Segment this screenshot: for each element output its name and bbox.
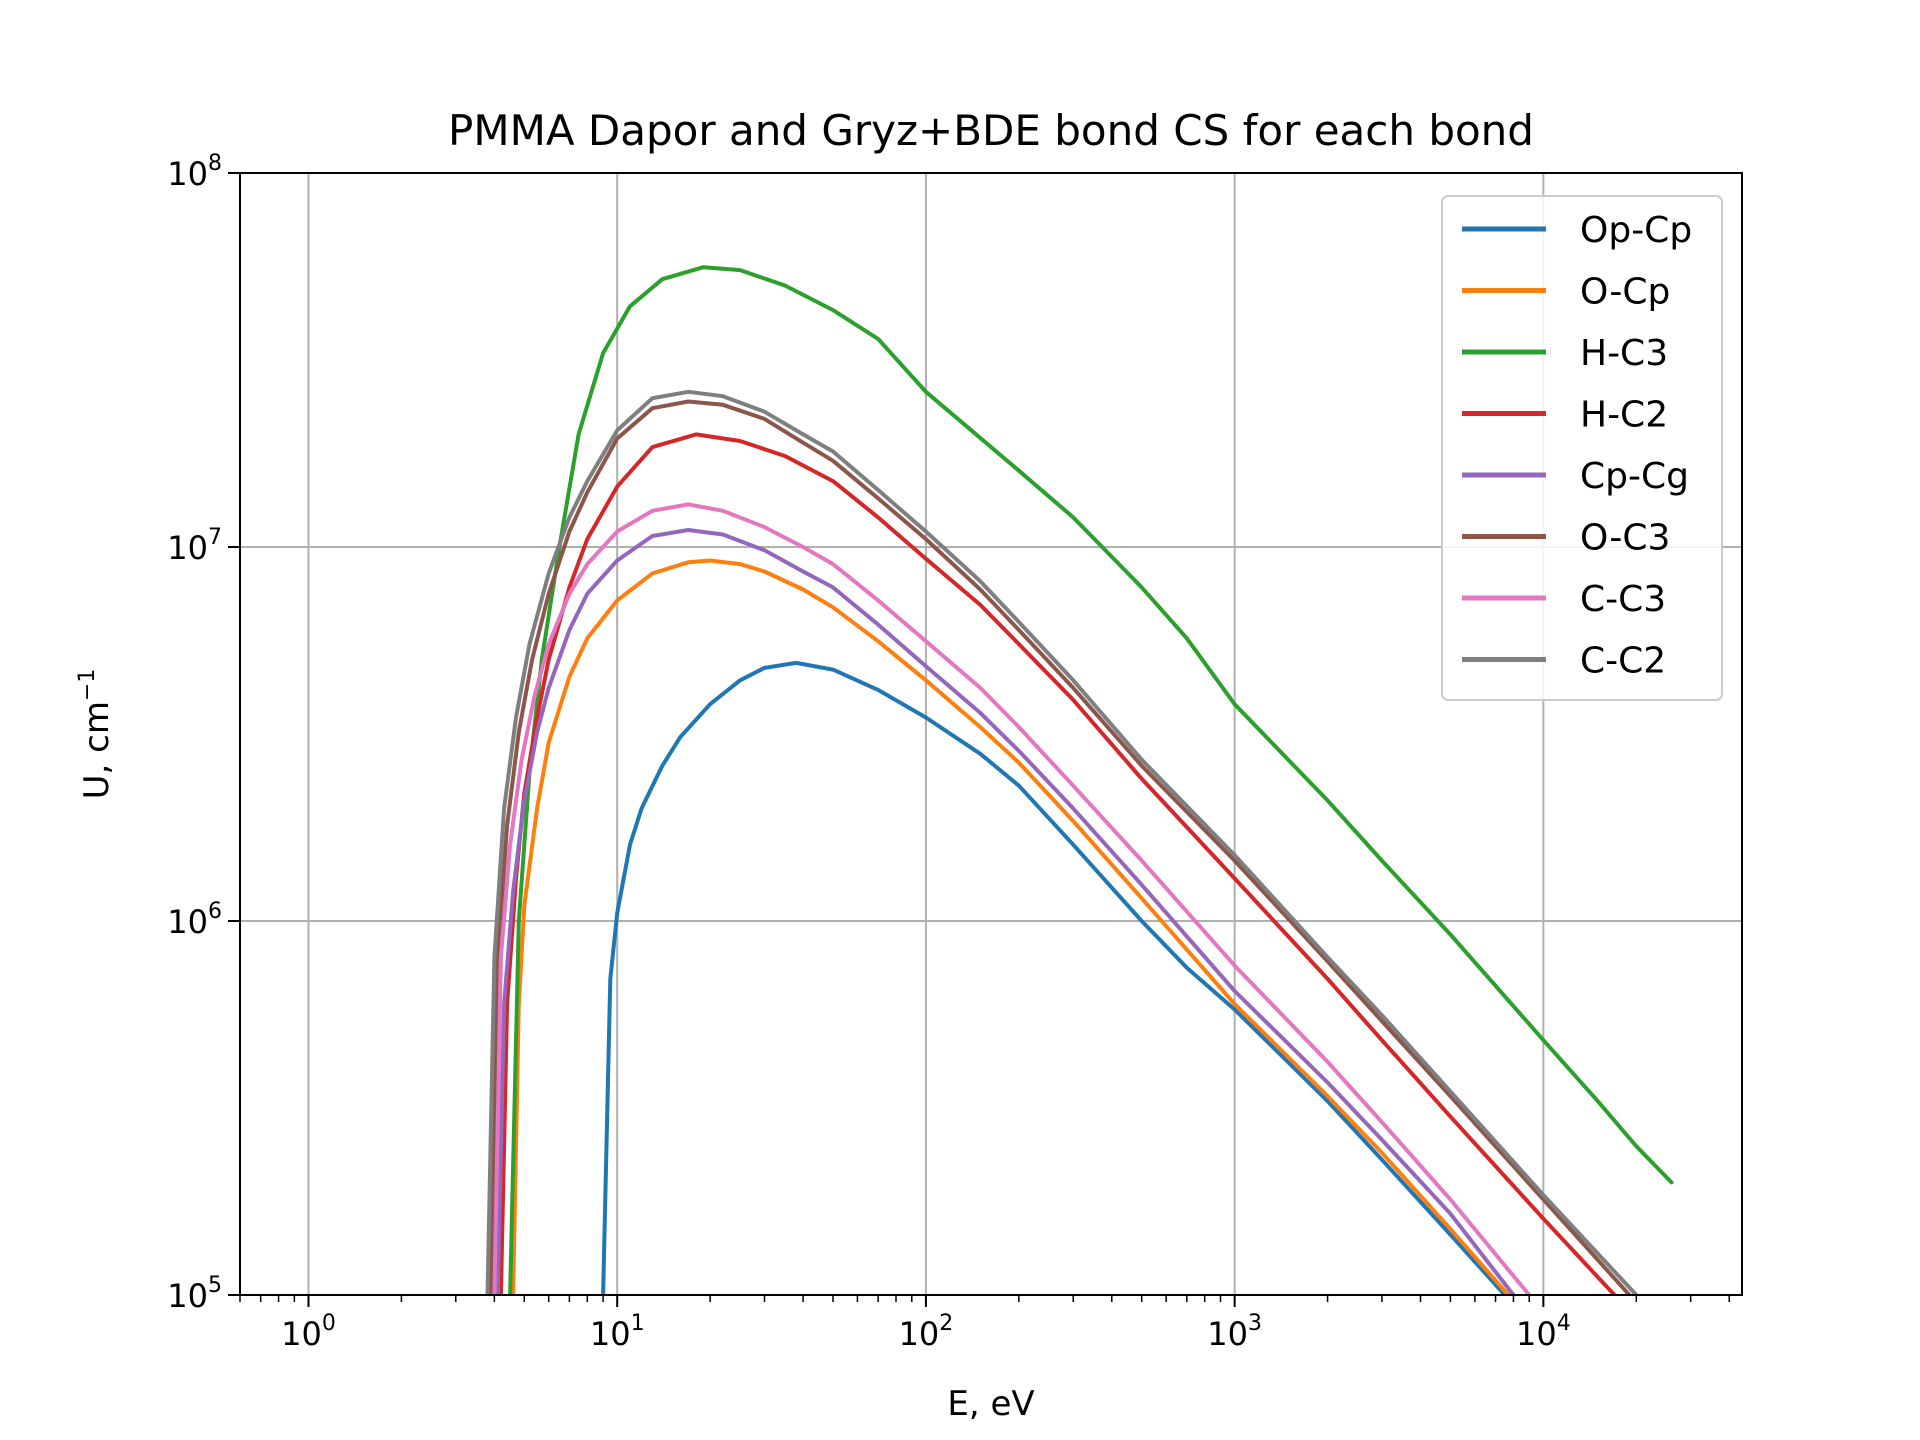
series-layer: [485, 265, 1674, 1295]
x-tick-label-exponent: 3: [1248, 1311, 1262, 1336]
y-tick-label-base: 10: [167, 903, 208, 941]
legend-label-c-c3: C-C3: [1580, 579, 1666, 620]
legend: Op-Cp O-Cp H-C3 H-C2 Cp-Cg O-C3 C-C3 C-C2: [1441, 195, 1723, 701]
legend-label-h-c3: H-C3: [1580, 333, 1668, 374]
y-tick-label-exponent: 5: [208, 1273, 222, 1298]
legend-label-c-c2: C-C2: [1580, 641, 1666, 682]
legend-label-op-cp: Op-Cp: [1580, 210, 1692, 251]
series-line-c-c3: [492, 502, 1532, 1295]
legend-label-o-cp: O-Cp: [1580, 272, 1670, 313]
x-tick-label-base: 10: [590, 1315, 631, 1353]
legend-label-cp-cg: Cp-Cg: [1580, 456, 1689, 497]
y-tick-label: 105: [167, 1273, 222, 1315]
y-tick-label-exponent: 6: [208, 899, 222, 924]
y-tick-label-base: 10: [167, 1277, 208, 1315]
legend-box: [1441, 195, 1723, 701]
series-line-h-c3: [508, 265, 1674, 1295]
legend-label-h-c2: H-C2: [1580, 395, 1668, 436]
y-axis-label-base: U, cm: [77, 701, 117, 799]
x-tick-label-base: 10: [281, 1315, 322, 1353]
x-tick-label-base: 10: [1516, 1315, 1557, 1353]
x-tick-label: 100: [281, 1311, 336, 1353]
x-tick-label-exponent: 4: [1557, 1311, 1571, 1336]
x-tick-label: 101: [590, 1311, 645, 1353]
x-tick-label: 104: [1516, 1311, 1571, 1353]
series-line-op-cp: [601, 660, 1507, 1295]
series-line-h-c2: [498, 432, 1617, 1295]
series-line-c-c2: [485, 389, 1639, 1295]
y-tick-label-base: 10: [167, 155, 208, 193]
chart-title: PMMA Dapor and Gryz+BDE bond CS for each…: [448, 106, 1534, 155]
x-tick-label-base: 10: [899, 1315, 940, 1353]
series-line-o-cp: [511, 558, 1511, 1295]
y-tick-label-exponent: 8: [208, 151, 222, 176]
y-tick-label-exponent: 7: [208, 525, 222, 550]
series-line-cp-cg: [495, 528, 1516, 1295]
y-axis-label: U, cm−1: [75, 669, 117, 800]
x-tick-label: 103: [1207, 1311, 1262, 1353]
x-tick-label-exponent: 2: [939, 1311, 953, 1336]
x-tick-label-base: 10: [1207, 1315, 1248, 1353]
x-tick-label: 102: [899, 1311, 954, 1353]
y-tick-label: 107: [167, 525, 222, 567]
y-tick-label: 108: [167, 151, 222, 193]
y-axis-label-exponent: −1: [75, 669, 100, 701]
y-tick-label: 106: [167, 899, 222, 941]
plot-frame: [239, 172, 1743, 1296]
x-tick-label-exponent: 0: [322, 1311, 336, 1336]
y-tick-label-base: 10: [167, 529, 208, 567]
series-line-o-c3: [489, 399, 1632, 1295]
x-tick-label-exponent: 1: [631, 1311, 645, 1336]
x-axis-label: E, eV: [947, 1384, 1034, 1424]
legend-label-o-c3: O-C3: [1580, 518, 1670, 559]
